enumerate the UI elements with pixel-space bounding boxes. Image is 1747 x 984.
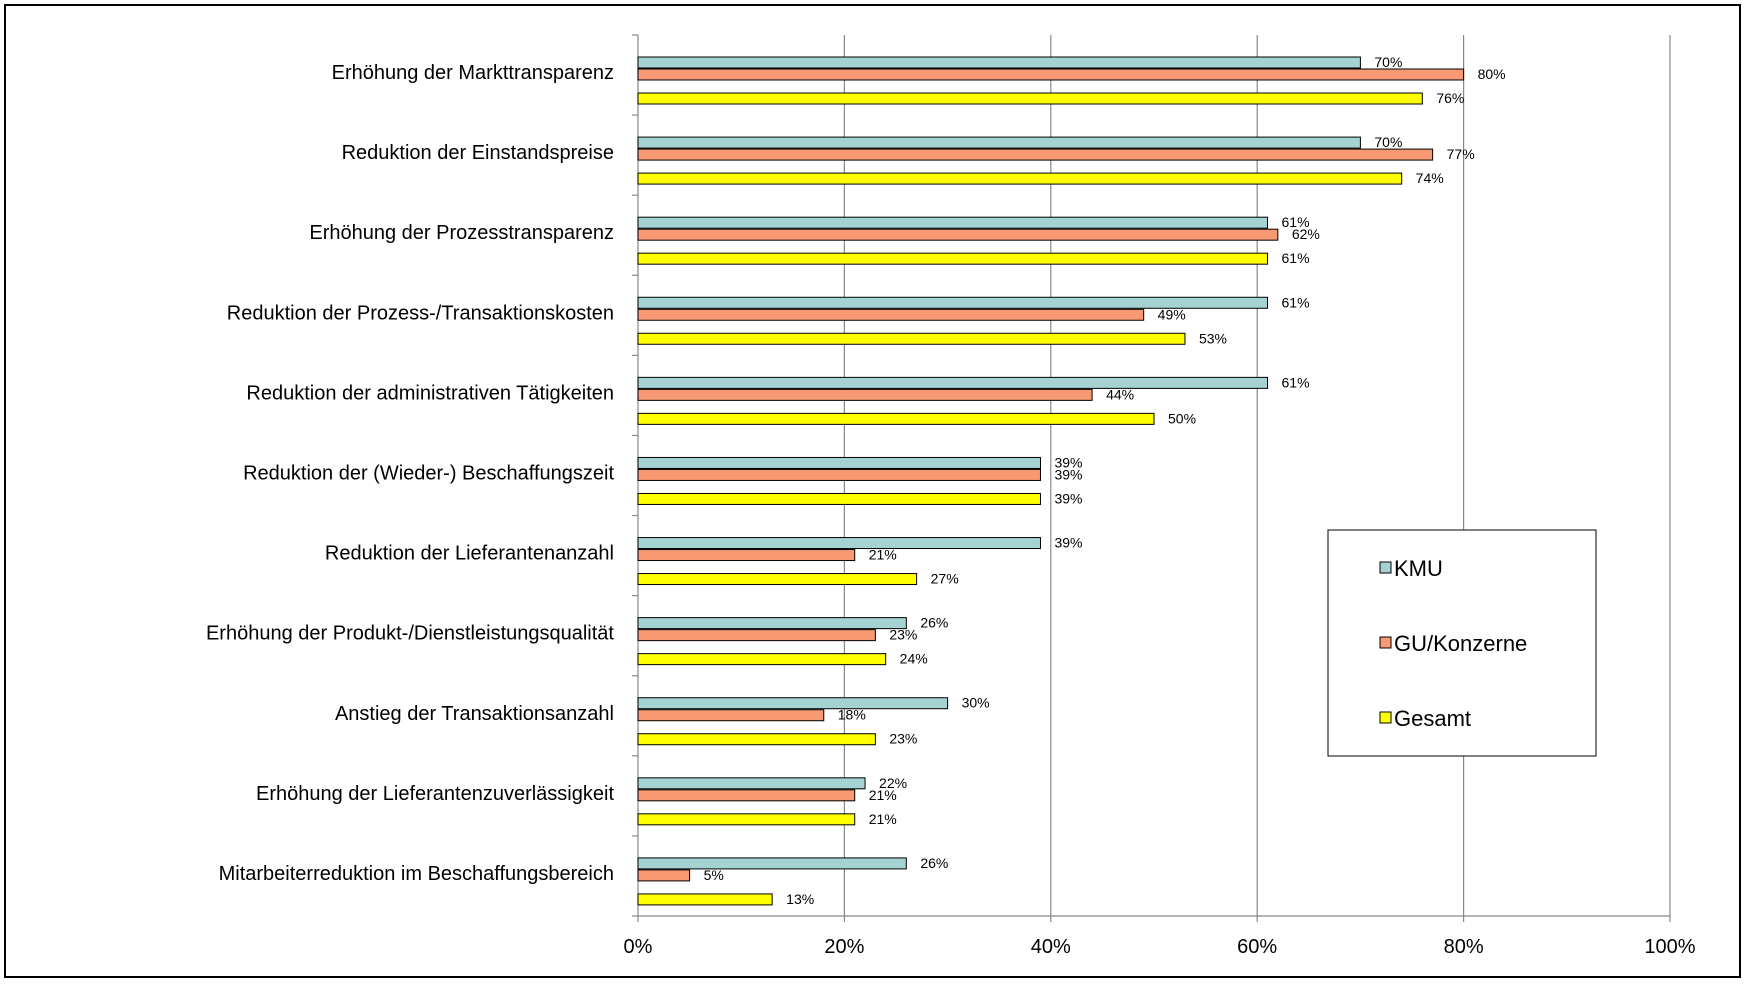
x-tick-label: 20% [824,936,864,958]
bar-gesamt [637,412,1155,425]
data-label: 61% [1282,294,1310,310]
data-label: 53% [1199,330,1227,346]
bar-gesamt [637,813,856,826]
bar-gu-konzerne [637,468,1041,481]
data-label: 13% [786,891,814,907]
bar-kmu [637,56,1361,69]
category-label: Reduktion der Lieferantenanzahl [325,543,614,565]
bar-gu-konzerne [637,789,856,802]
bar-gesamt [637,573,918,586]
data-label: 24% [900,651,928,667]
bar-kmu [637,456,1041,469]
data-label: 70% [1374,54,1402,70]
x-tick-label: 40% [1031,936,1071,958]
category-label: Erhöhung der Lieferantenzuverlässigkeit [256,783,614,805]
data-label: 26% [920,855,948,871]
category-label: Reduktion der Einstandspreise [342,142,614,164]
legend-swatch [1379,636,1392,649]
category-label: Erhöhung der Markttransparenz [332,62,614,84]
bar-kmu [637,617,907,630]
bar-gesamt [637,172,1403,185]
bar-kmu [637,376,1269,389]
bar-gesamt [637,252,1269,265]
bar-kmu [637,697,949,710]
data-label: 39% [1054,454,1082,470]
data-label: 5% [704,867,724,883]
data-label: 76% [1436,90,1464,106]
bar-gesamt [637,92,1423,105]
category-label: Anstieg der Transaktionsanzahl [335,703,614,725]
data-label: 27% [931,571,959,587]
data-label: 18% [838,707,866,723]
category-label: Mitarbeiterreduktion im Beschaffungsbere… [219,863,614,885]
bar-gesamt [637,893,773,906]
data-label: 44% [1106,386,1134,402]
data-label: 39% [1054,490,1082,506]
bar-gu-konzerne [637,388,1093,401]
data-label: 77% [1447,146,1475,162]
x-tick-label: 60% [1237,936,1277,958]
data-label: 61% [1282,250,1310,266]
bar-gu-konzerne [637,549,856,562]
bar-kmu [637,296,1269,309]
chart-frame [4,4,1741,978]
bar-kmu [637,216,1269,229]
legend-label: GU/Konzerne [1394,631,1527,656]
bar-gu-konzerne [637,68,1465,81]
bar-gesamt [637,653,887,666]
x-tick-label: 100% [1644,936,1695,958]
data-label: 61% [1282,214,1310,230]
x-tick-label: 80% [1444,936,1484,958]
bar-gu-konzerne [637,148,1434,161]
data-label: 39% [1054,466,1082,482]
bar-gesamt [637,492,1041,505]
bar-gesamt [637,733,876,746]
legend-label: Gesamt [1394,706,1471,731]
category-label: Reduktion der administrativen Tätigkeite… [246,382,614,404]
legend-swatch [1379,561,1392,574]
category-label: Reduktion der Prozess-/Transaktionskoste… [227,302,614,324]
data-label: 74% [1416,170,1444,186]
data-label: 23% [889,731,917,747]
data-label: 21% [869,547,897,563]
bar-kmu [637,777,866,790]
data-label: 30% [962,695,990,711]
bar-kmu [637,136,1361,149]
data-label: 61% [1282,374,1310,390]
data-label: 49% [1158,306,1186,322]
bar-gu-konzerne [637,308,1145,321]
category-label: Erhöhung der Produkt-/Dienstleistungsqua… [206,623,614,645]
data-label: 39% [1054,535,1082,551]
bar-gesamt [637,332,1186,345]
legend [1327,529,1597,757]
data-label: 80% [1478,66,1506,82]
bar-gu-konzerne [637,709,825,722]
bar-gu-konzerne [637,869,691,882]
data-label: 26% [920,615,948,631]
data-label: 22% [879,775,907,791]
bar-kmu [637,857,907,870]
data-label: 70% [1374,134,1402,150]
data-label: 21% [869,811,897,827]
legend-label: KMU [1394,556,1443,581]
category-label: Erhöhung der Prozesstransparenz [309,222,614,244]
data-label: 50% [1168,410,1196,426]
category-label: Reduktion der (Wieder-) Beschaffungszeit [243,463,614,485]
x-tick-label: 0% [624,936,653,958]
bar-gu-konzerne [637,228,1279,241]
bar-kmu [637,537,1041,550]
data-label: 23% [889,627,917,643]
legend-swatch [1379,711,1392,724]
data-label: 21% [869,787,897,803]
data-label: 62% [1292,226,1320,242]
bar-gu-konzerne [637,629,876,642]
